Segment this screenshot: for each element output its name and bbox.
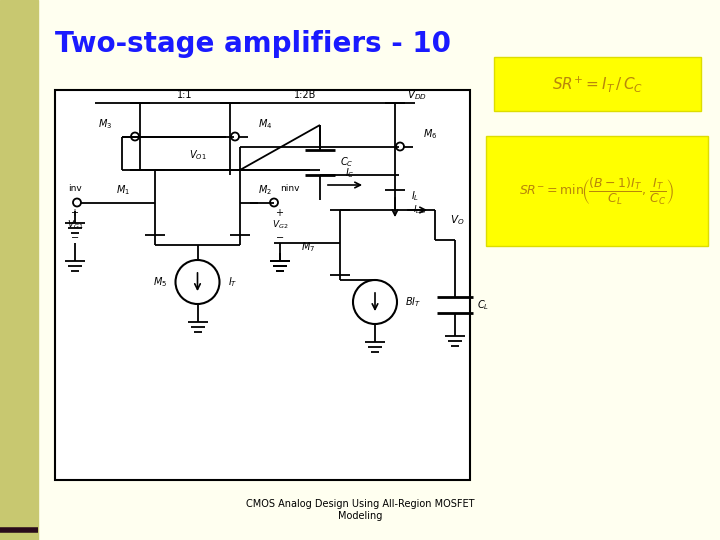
Text: $M_3$: $M_3$ — [98, 118, 112, 131]
Text: $I_L$: $I_L$ — [411, 189, 419, 203]
Text: $M_7$: $M_7$ — [301, 241, 315, 254]
Text: $+$: $+$ — [71, 207, 79, 218]
Text: CMOS Analog Design Using All-Region MOSFET
Modeling: CMOS Analog Design Using All-Region MOSF… — [246, 499, 474, 521]
Text: $SR^{+} = I_T\,/\,C_C$: $SR^{+} = I_T\,/\,C_C$ — [552, 74, 643, 94]
Text: $V_O$: $V_O$ — [450, 213, 464, 227]
Text: inv: inv — [68, 184, 82, 193]
Text: $V_{G1}$: $V_{G1}$ — [67, 218, 84, 231]
Text: $+$: $+$ — [276, 207, 284, 218]
Text: $V_{DD}$: $V_{DD}$ — [407, 88, 427, 102]
Text: $M_6$: $M_6$ — [423, 127, 437, 141]
FancyBboxPatch shape — [486, 136, 708, 246]
Text: $-$: $-$ — [71, 232, 80, 241]
Text: 1:1: 1:1 — [177, 90, 193, 100]
Text: Two-stage amplifiers - 10: Two-stage amplifiers - 10 — [55, 30, 451, 58]
Text: $M_4$: $M_4$ — [258, 118, 272, 131]
Text: $V_{O1}$: $V_{O1}$ — [189, 148, 207, 162]
Text: $I_{D6}$: $I_{D6}$ — [413, 204, 426, 216]
Text: $M_5$: $M_5$ — [153, 275, 168, 289]
Text: 1:2B: 1:2B — [294, 90, 316, 100]
Text: ninv: ninv — [280, 184, 300, 193]
Text: $C_C$: $C_C$ — [340, 156, 354, 170]
Text: $I_T$: $I_T$ — [228, 275, 237, 289]
Text: $M_1$: $M_1$ — [116, 184, 130, 198]
Text: $M_2$: $M_2$ — [258, 184, 272, 198]
FancyBboxPatch shape — [494, 57, 701, 111]
Text: $C_L$: $C_L$ — [477, 298, 489, 312]
Text: $SR^{-} = \min\!\left(\dfrac{(B-1)I_T}{C_L},\,\dfrac{I_T}{C_C}\right)$: $SR^{-} = \min\!\left(\dfrac{(B-1)I_T}{C… — [519, 176, 675, 207]
Bar — [0, 0, 38, 540]
Text: $V_{G2}$: $V_{G2}$ — [271, 218, 288, 231]
Text: $I_C$: $I_C$ — [345, 166, 355, 180]
Bar — [55, 90, 470, 480]
Text: $BI_T$: $BI_T$ — [405, 295, 421, 309]
Text: $-$: $-$ — [276, 232, 284, 241]
